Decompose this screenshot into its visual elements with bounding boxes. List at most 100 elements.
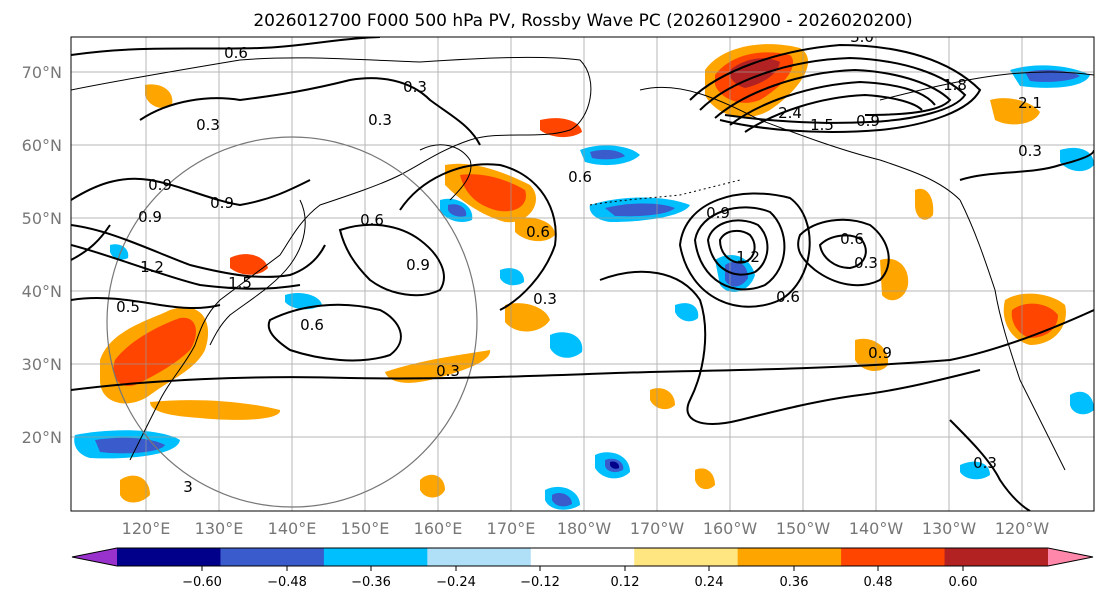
- shade-ne-asia-core: [460, 174, 526, 212]
- shade-neg-small-5: [110, 244, 129, 260]
- lon-label: 140°E: [268, 519, 317, 538]
- shade-neg-small-2: [500, 268, 525, 286]
- contour-0.6-mid: [267, 303, 402, 362]
- colorbar-tick-label: 0.48: [864, 575, 893, 590]
- colorbar-tick-label: 0.12: [611, 575, 640, 590]
- contour-label: 0.9: [868, 344, 892, 362]
- shade-west-canada: [990, 98, 1040, 125]
- contour-0.3-east: [959, 149, 1094, 181]
- contour-label: 3.0: [850, 28, 874, 46]
- shade-japan-north: [230, 254, 268, 275]
- contour-0.3-mid: [71, 309, 1094, 391]
- colorbar-tick-label: 0.24: [695, 575, 724, 590]
- lon-label: 130°W: [922, 519, 977, 538]
- shade-neg-south-core: [552, 493, 572, 507]
- lon-label: 120°E: [122, 519, 171, 538]
- contour-label: 0.5: [116, 298, 140, 316]
- contour-label: 0.9: [210, 194, 234, 212]
- shade-neg-20n-dark: [610, 461, 620, 469]
- contour-label: 0.9: [406, 256, 430, 274]
- colorbar-cell: [323, 548, 428, 566]
- shade-neg-small-3: [1070, 391, 1094, 415]
- lat-label: 60°N: [22, 136, 62, 155]
- colorbar-cell: [117, 548, 221, 566]
- contour-0.9-big: [599, 270, 981, 425]
- colorbar-cells: [72, 548, 1093, 566]
- lon-label: 160°W: [703, 519, 758, 538]
- colorbar-cell: [220, 548, 325, 566]
- colorbar-tick-label: −0.48: [267, 575, 307, 590]
- coast-asia-east: [129, 174, 401, 461]
- shade-pacific-8: [420, 474, 445, 498]
- contour-label: 0.3: [533, 290, 557, 308]
- coast-asia-north: [71, 56, 592, 176]
- shade-east-ocean: [915, 188, 934, 220]
- contour-1.2: [71, 224, 326, 278]
- colorbar-tick-label: −0.12: [520, 575, 560, 590]
- colorbar-cell: [634, 548, 739, 566]
- shade-neg-sw-core: [95, 437, 165, 454]
- contour-label: 2.1: [1018, 94, 1042, 112]
- shade-pacific-6: [650, 388, 675, 410]
- lat-label: 20°N: [22, 428, 62, 447]
- contour-0.9-mid: [338, 223, 445, 297]
- contour-label: 2.4: [778, 104, 802, 122]
- contour-label: 0.3: [973, 454, 997, 472]
- lon-axis: 120°E 130°E 140°E 150°E 160°E 170°E 180°…: [122, 519, 1050, 538]
- contour-label: 0.3: [196, 116, 220, 134]
- contour-0.9-west: [71, 177, 311, 207]
- contour-label: 0.9: [706, 204, 730, 222]
- lon-label: 150°E: [341, 519, 390, 538]
- contour-label: 0.3: [368, 111, 392, 129]
- shade-kamchatka: [540, 118, 582, 138]
- colorbar-tick-label: 0.60: [949, 575, 978, 590]
- pv-contours: [71, 37, 1094, 511]
- colorbar: −0.60 −0.48 −0.36 −0.24 −0.12 0.12 0.24 …: [71, 547, 1094, 590]
- contour-label: 0.6: [300, 316, 324, 334]
- contour-label: 0.9: [138, 208, 162, 226]
- colorbar-cell: [841, 548, 946, 566]
- shade-west-pac-8: [120, 475, 150, 503]
- lat-label: 50°N: [22, 209, 62, 228]
- lat-label: 70°N: [22, 63, 62, 82]
- lon-label: 170°W: [630, 519, 685, 538]
- contour-low-ring-3: [693, 206, 786, 291]
- coast-north-america: [959, 199, 1066, 471]
- shade-neg-japan-2-core: [448, 204, 467, 217]
- contour-arctic-3: [714, 68, 952, 119]
- colorbar-tick-label: −0.24: [436, 575, 476, 590]
- colorbar-ticks: [201, 566, 964, 571]
- contour-arctic-4: [729, 80, 936, 126]
- contour-0.3-south: [949, 419, 1031, 511]
- contour-arctic-2: [699, 56, 967, 124]
- shade-neg-mid: [550, 332, 583, 358]
- colorbar-cell: [427, 548, 532, 566]
- map-frame: [70, 36, 1095, 512]
- contour-labels: 0.6 0.3 0.3 0.3 0.9 0.9 0.9 1.2 1.5 0.5 …: [116, 28, 1042, 496]
- contour-1.5: [71, 244, 301, 290]
- lon-label: 130°E: [195, 519, 244, 538]
- contour-0.6-east: [797, 218, 890, 287]
- contour-label: 0.6: [840, 230, 864, 248]
- shade-neg-bering-2-core: [590, 149, 625, 160]
- contour-0.5: [71, 296, 221, 309]
- coast-aleutians: [589, 179, 741, 206]
- colorbar-tick-label: −0.60: [182, 575, 222, 590]
- contour-label: 1.5: [810, 116, 834, 134]
- contour-0.3-north: [139, 77, 481, 146]
- contour-arctic-1: [689, 43, 982, 133]
- colorbar-outline: [71, 547, 1094, 567]
- figure-title: 2026012700 F000 500 hPa PV, Rossby Wave …: [253, 11, 912, 31]
- colorbar-tick-label: −0.36: [351, 575, 391, 590]
- contour-label: 0.3: [403, 78, 427, 96]
- shade-pacific-5: [515, 217, 555, 242]
- shade-japan-south-core: [113, 317, 196, 386]
- colorbar-extend-low: [72, 548, 117, 566]
- map-area: 0.6 0.3 0.3 0.3 0.9 0.9 0.9 1.2 1.5 0.5 …: [71, 28, 1094, 511]
- reference-circle: [106, 136, 478, 508]
- contour-label: 1.5: [228, 274, 252, 292]
- contour-label: 0.3: [436, 362, 460, 380]
- contour-label: 0.3: [1018, 142, 1042, 160]
- lon-label: 160°E: [414, 519, 463, 538]
